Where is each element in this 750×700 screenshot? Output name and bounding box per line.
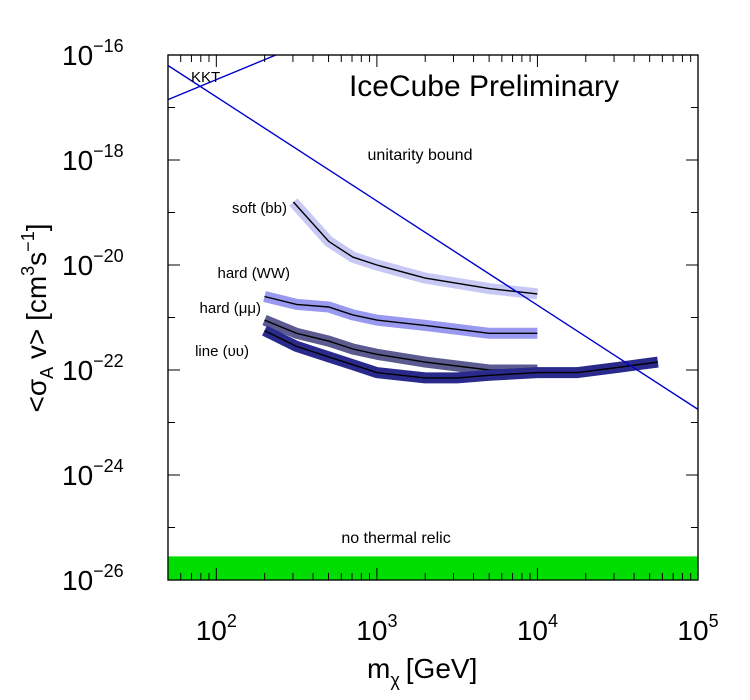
hard-mumu-label: hard (μμ) [200, 300, 261, 317]
y-tick-label-5: 10−26 [62, 561, 124, 596]
x-tick-label-2: 104 [517, 611, 558, 646]
plot-frame-border [167, 54, 699, 581]
series-layer [262, 198, 659, 384]
no-thermal-relic-label: no thermal relic [341, 530, 450, 547]
soft-bb-label: soft (bb) [232, 200, 287, 217]
reference-lines-layer [168, 55, 698, 410]
x-tick-label-3: 105 [677, 611, 718, 646]
band-layer [168, 556, 698, 580]
reference-line-1 [168, 64, 698, 410]
plot-frame [167, 54, 699, 581]
y-tick-label-1: 10−18 [62, 141, 124, 176]
y-tick-label-0: 10−16 [62, 36, 124, 71]
chart-title: IceCube Preliminary [349, 70, 619, 103]
y-axis-label: <σA v> [cm3s−1] [18, 224, 57, 413]
hard-ww-label: hard (WW) [218, 265, 291, 282]
kkt-label: KKT [191, 69, 220, 86]
y-tick-label-3: 10−22 [62, 351, 124, 386]
reference-line-0 [168, 55, 278, 101]
series-line-2 [264, 319, 538, 371]
x-tick-label-1: 103 [356, 611, 397, 646]
y-tick-label-4: 10−24 [62, 456, 124, 491]
tick-labels-layer: 102 103 104 105 10−16 10−18 10−20 10−22 10−24 10−… [62, 36, 719, 646]
x-axis-label: mχ [GeV] [367, 653, 477, 690]
unitarity-bound-label: unitarity bound [368, 147, 473, 164]
series-line-1 [264, 295, 538, 334]
no-thermal-relic-band [168, 556, 698, 580]
x-tick-label-0: 102 [196, 611, 237, 646]
series-line-3 [264, 329, 658, 379]
series-line-0 [292, 201, 538, 295]
line-nunu-label: line (υυ) [195, 343, 249, 360]
y-tick-label-2: 10−20 [62, 246, 124, 281]
